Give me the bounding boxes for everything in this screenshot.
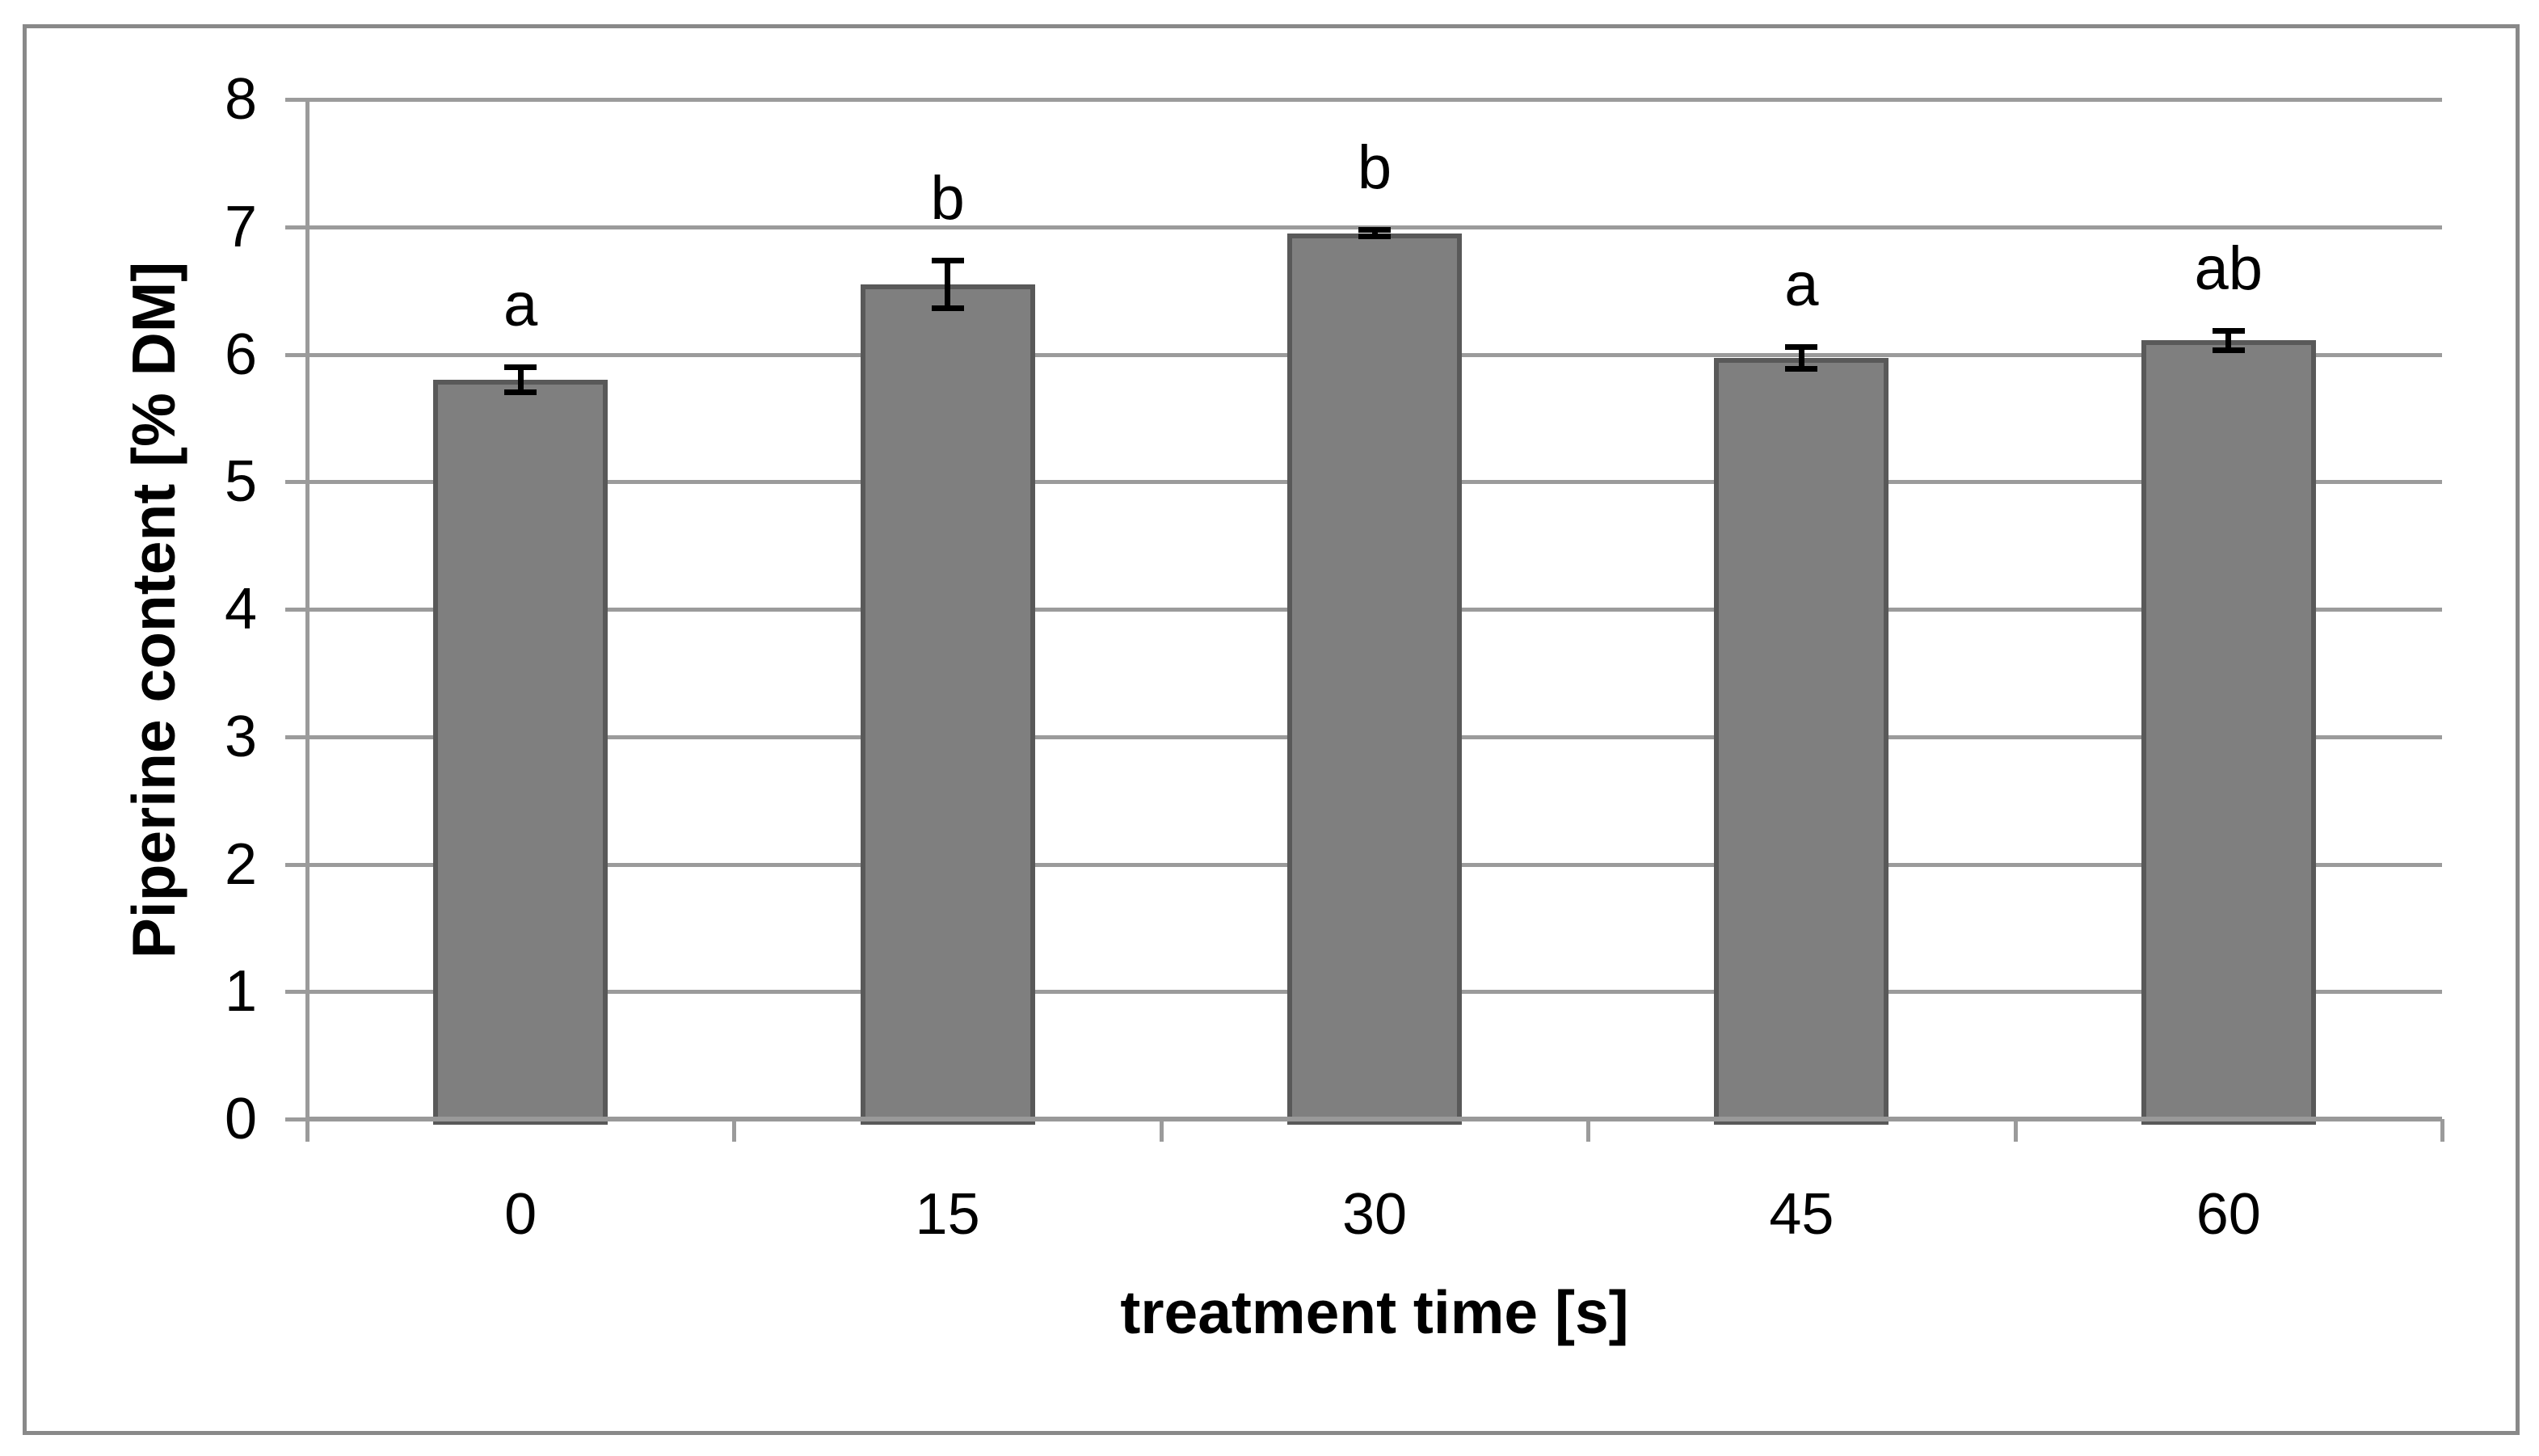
significance-letter: ab bbox=[2194, 234, 2263, 303]
error-bar-top-cap bbox=[504, 364, 537, 371]
bar bbox=[2141, 340, 2316, 1125]
x-axis-tick bbox=[1586, 1119, 1591, 1142]
y-axis-tick bbox=[285, 1117, 307, 1121]
gridline bbox=[307, 98, 2442, 102]
significance-letter: a bbox=[503, 271, 538, 340]
y-axis-tick bbox=[285, 734, 307, 739]
error-bar-top-cap bbox=[1358, 226, 1391, 233]
y-tick-label: 2 bbox=[224, 831, 257, 897]
significance-letter: b bbox=[1357, 133, 1392, 202]
bar bbox=[1714, 358, 1889, 1125]
x-axis-tick bbox=[1159, 1119, 1164, 1142]
error-bar-line bbox=[945, 259, 951, 309]
x-axis-tick bbox=[732, 1119, 737, 1142]
error-bar-line bbox=[2225, 330, 2232, 351]
y-axis-tick bbox=[285, 480, 307, 485]
bar bbox=[433, 380, 608, 1125]
error-bar-top-cap bbox=[1785, 344, 1818, 351]
significance-letter: b bbox=[930, 163, 965, 233]
y-tick-label: 3 bbox=[224, 704, 257, 769]
x-tick-label: 30 bbox=[1341, 1182, 1408, 1247]
error-bar-top-cap bbox=[931, 257, 964, 263]
y-axis-tick bbox=[285, 862, 307, 867]
error-bar-bottom-cap bbox=[1785, 366, 1818, 372]
error-bar-bottom-cap bbox=[2212, 347, 2245, 353]
y-tick-label: 7 bbox=[224, 194, 257, 259]
error-bar-line bbox=[1798, 347, 1804, 370]
y-tick-label: 5 bbox=[224, 449, 257, 515]
bar bbox=[860, 284, 1035, 1125]
error-bar-bottom-cap bbox=[931, 305, 964, 311]
y-axis-tick bbox=[285, 225, 307, 229]
x-tick-label: 60 bbox=[2196, 1182, 2261, 1247]
x-tick-label: 0 bbox=[504, 1182, 537, 1247]
significance-letter: a bbox=[1784, 250, 1819, 320]
x-axis-tick bbox=[2013, 1119, 2018, 1142]
error-bar-bottom-cap bbox=[504, 389, 537, 395]
error-bar-bottom-cap bbox=[1358, 234, 1391, 240]
x-axis-title: treatment time [s] bbox=[1120, 1278, 1629, 1346]
bar bbox=[1287, 233, 1462, 1125]
y-axis-title: Piperine content [% DM] bbox=[120, 261, 187, 959]
y-tick-label: 8 bbox=[224, 67, 257, 132]
x-axis-tick bbox=[2440, 1119, 2444, 1142]
y-tick-label: 6 bbox=[224, 322, 257, 387]
y-axis-tick bbox=[285, 608, 307, 612]
error-bar-top-cap bbox=[2212, 327, 2245, 334]
error-bar-line bbox=[517, 367, 524, 393]
x-tick-label: 15 bbox=[915, 1182, 980, 1247]
y-axis-tick bbox=[285, 98, 307, 102]
y-axis-tick bbox=[285, 352, 307, 357]
y-axis-tick bbox=[285, 990, 307, 995]
x-tick-label: 45 bbox=[1769, 1182, 1834, 1247]
y-tick-label: 0 bbox=[224, 1087, 257, 1151]
y-tick-label: 4 bbox=[224, 577, 257, 642]
y-axis-line bbox=[305, 99, 309, 1142]
error-bar-line bbox=[1371, 229, 1378, 238]
x-axis-line bbox=[307, 1117, 2442, 1121]
y-tick-label: 1 bbox=[224, 959, 257, 1025]
